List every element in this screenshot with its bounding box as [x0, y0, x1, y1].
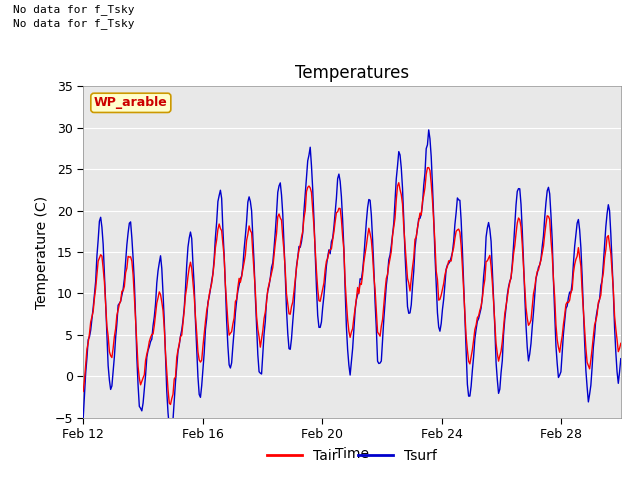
- Tsurf: [575, 216, 582, 222]
- Text: No data for f_Tsky: No data for f_Tsky: [13, 18, 134, 29]
- Tair: [166, 402, 174, 408]
- Line: Tair: Tair: [83, 168, 621, 405]
- Tair: [392, 197, 400, 203]
- Tair: [575, 245, 582, 251]
- Tsurf: [617, 356, 625, 361]
- X-axis label: Time: Time: [335, 446, 369, 461]
- Y-axis label: Temperature (C): Temperature (C): [35, 195, 49, 309]
- Tsurf: [455, 197, 463, 203]
- Legend: Tair, Tsurf: Tair, Tsurf: [262, 443, 442, 468]
- Line: Tsurf: Tsurf: [83, 130, 621, 441]
- Tsurf: [120, 276, 128, 282]
- Tair: [120, 284, 128, 289]
- Tsurf: [496, 386, 504, 392]
- Tsurf: [425, 127, 433, 133]
- Text: No data for f_Tsky: No data for f_Tsky: [13, 4, 134, 15]
- Title: Temperatures: Temperatures: [295, 64, 409, 82]
- Tair: [425, 165, 433, 170]
- Tsurf: [392, 176, 400, 181]
- Tair: [507, 274, 515, 280]
- Tair: [455, 226, 463, 232]
- Tair: [617, 340, 625, 346]
- Tair: [496, 353, 504, 359]
- Tsurf: [507, 276, 515, 281]
- Text: WP_arable: WP_arable: [94, 96, 168, 109]
- Tsurf: [166, 438, 174, 444]
- Tair: [79, 389, 87, 395]
- Tsurf: [79, 415, 87, 421]
